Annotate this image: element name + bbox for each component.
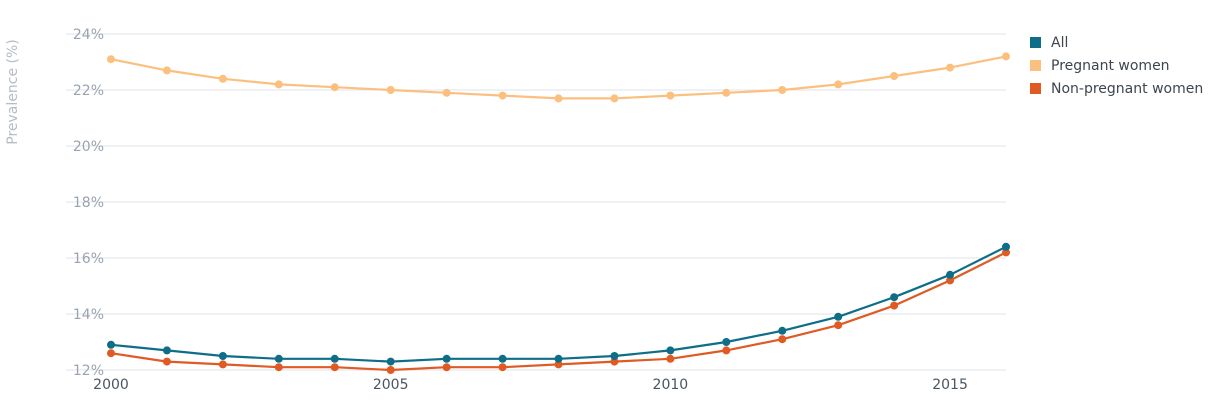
data-point-pregnant-women-2006[interactable]	[442, 88, 451, 97]
data-point-all-2007[interactable]	[498, 354, 507, 363]
data-point-non-pregnant-women-2012[interactable]	[778, 335, 787, 344]
data-point-non-pregnant-women-2007[interactable]	[498, 363, 507, 372]
legend-label-non-pregnant-women: Non-pregnant women	[1051, 81, 1203, 97]
data-point-non-pregnant-women-2006[interactable]	[442, 363, 451, 372]
data-point-pregnant-women-2002[interactable]	[218, 74, 227, 83]
series-lines	[107, 52, 1010, 374]
legend-swatch-pregnant-women	[1030, 60, 1041, 71]
y-tick-label-18: 18%	[73, 195, 104, 211]
data-point-all-2011[interactable]	[722, 338, 731, 346]
data-point-all-2008[interactable]	[554, 354, 563, 363]
data-point-pregnant-women-2016[interactable]	[1002, 52, 1010, 61]
y-tick-label-24: 24%	[73, 27, 104, 43]
legend-swatch-all	[1030, 37, 1041, 48]
data-point-all-2003[interactable]	[274, 354, 283, 363]
legend-item-all[interactable]: All	[1030, 35, 1068, 51]
data-point-pregnant-women-2003[interactable]	[274, 80, 283, 89]
data-point-all-2015[interactable]	[946, 270, 955, 279]
data-point-non-pregnant-women-2005[interactable]	[386, 366, 395, 374]
legend: All Pregnant women Non-pregnant women	[1030, 35, 1203, 97]
data-point-pregnant-women-2011[interactable]	[722, 88, 731, 97]
y-axis-ticks: 12% 14% 16% 18% 20% 22% 24%	[73, 27, 104, 379]
data-point-all-2006[interactable]	[442, 354, 451, 363]
y-axis-label: Prevalence (%)	[5, 39, 21, 145]
data-point-non-pregnant-women-2009[interactable]	[610, 357, 619, 366]
y-tick-label-12: 12%	[73, 363, 104, 379]
data-point-all-2000[interactable]	[107, 340, 115, 349]
data-point-all-2010[interactable]	[666, 346, 675, 355]
data-point-pregnant-women-2014[interactable]	[890, 72, 899, 80]
data-point-all-2002[interactable]	[218, 352, 227, 360]
data-point-pregnant-women-2001[interactable]	[162, 66, 171, 75]
data-point-pregnant-women-2000[interactable]	[107, 55, 115, 64]
series-pregnant-women	[107, 52, 1010, 103]
data-point-pregnant-women-2009[interactable]	[610, 94, 619, 103]
x-tick-label-2005: 2005	[373, 377, 409, 393]
data-point-all-2001[interactable]	[162, 346, 171, 355]
x-axis-ticks: 2000 2005 2010 2015	[93, 377, 968, 393]
x-tick-label-2010: 2010	[653, 377, 689, 393]
data-point-non-pregnant-women-2004[interactable]	[330, 363, 339, 372]
data-point-all-2016[interactable]	[1002, 242, 1010, 251]
data-point-pregnant-women-2008[interactable]	[554, 94, 563, 103]
data-point-all-2012[interactable]	[778, 326, 787, 335]
data-point-non-pregnant-women-2003[interactable]	[274, 363, 283, 372]
x-tick-label-2000: 2000	[93, 377, 129, 393]
legend-label-all: All	[1051, 35, 1068, 51]
y-tick-label-20: 20%	[73, 139, 104, 155]
legend-item-pregnant-women[interactable]: Pregnant women	[1030, 58, 1170, 74]
data-point-non-pregnant-women-2013[interactable]	[834, 321, 843, 330]
data-point-all-2014[interactable]	[890, 293, 899, 302]
data-point-pregnant-women-2012[interactable]	[778, 86, 787, 94]
data-point-non-pregnant-women-2001[interactable]	[162, 357, 171, 366]
data-point-all-2005[interactable]	[386, 357, 395, 366]
data-point-non-pregnant-women-2008[interactable]	[554, 360, 563, 369]
data-point-non-pregnant-women-2015[interactable]	[946, 276, 955, 285]
gridlines	[66, 33, 1006, 371]
data-point-non-pregnant-women-2014[interactable]	[890, 301, 899, 310]
legend-item-non-pregnant-women[interactable]: Non-pregnant women	[1030, 81, 1203, 97]
x-tick-label-2015: 2015	[932, 377, 968, 393]
data-point-all-2004[interactable]	[330, 354, 339, 363]
data-point-non-pregnant-women-2002[interactable]	[218, 360, 227, 369]
series-line-non-pregnant-women	[110, 251, 1007, 372]
data-point-non-pregnant-women-2011[interactable]	[722, 346, 731, 355]
data-point-pregnant-women-2007[interactable]	[498, 91, 507, 100]
data-point-all-2013[interactable]	[834, 312, 843, 321]
legend-label-pregnant-women: Pregnant women	[1051, 58, 1170, 74]
data-point-pregnant-women-2015[interactable]	[946, 63, 955, 72]
data-point-non-pregnant-women-2016[interactable]	[1002, 248, 1010, 257]
y-tick-label-16: 16%	[73, 251, 104, 267]
series-line-all	[110, 245, 1007, 363]
series-all	[107, 242, 1010, 366]
series-line-pregnant-women	[110, 55, 1007, 100]
data-point-pregnant-women-2013[interactable]	[834, 80, 843, 89]
data-point-pregnant-women-2004[interactable]	[330, 83, 339, 92]
data-point-non-pregnant-women-2010[interactable]	[666, 354, 675, 363]
data-point-pregnant-women-2010[interactable]	[666, 91, 675, 100]
y-tick-label-22: 22%	[73, 83, 104, 99]
data-point-non-pregnant-women-2000[interactable]	[107, 349, 115, 358]
y-tick-label-14: 14%	[73, 307, 104, 323]
series-non-pregnant-women	[107, 248, 1010, 374]
legend-swatch-non-pregnant-women	[1030, 83, 1041, 94]
data-point-pregnant-women-2005[interactable]	[386, 86, 395, 94]
data-point-all-2009[interactable]	[610, 352, 619, 360]
